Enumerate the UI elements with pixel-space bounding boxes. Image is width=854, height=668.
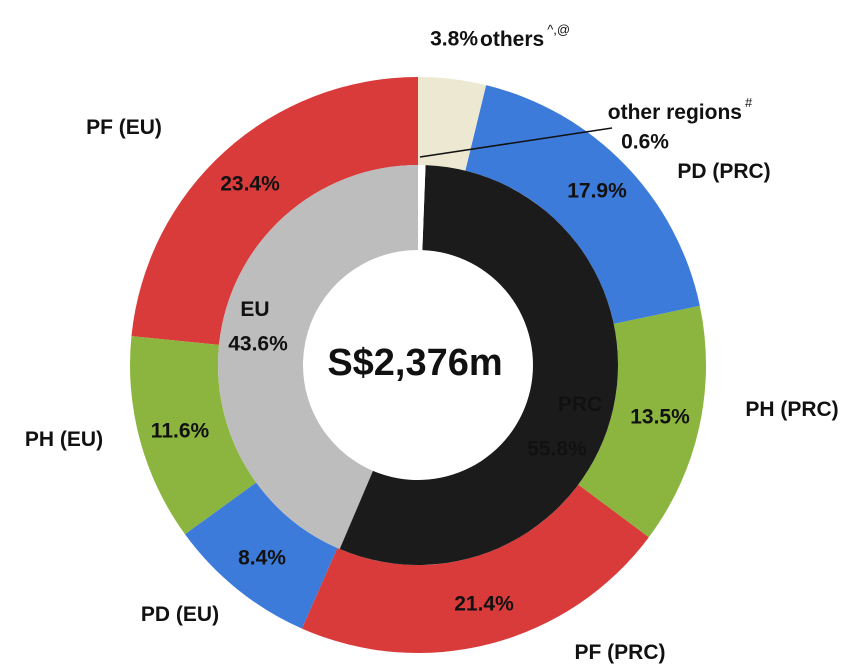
category-label: PD (EU) <box>141 603 219 626</box>
category-name: other regions <box>608 101 742 124</box>
category-name: PRC <box>558 393 602 416</box>
category-label: PF (PRC) <box>575 641 666 664</box>
category-note: # <box>745 95 753 110</box>
category-label: EU <box>240 298 269 321</box>
value-label: 13.5% <box>630 406 690 429</box>
category-label: PD (PRC) <box>677 160 770 183</box>
value-label: 11.6% <box>151 420 210 443</box>
category-name: PF (EU) <box>86 116 162 139</box>
value-label: 0.6% <box>621 131 669 154</box>
inner-segment <box>218 165 418 550</box>
outer-segment <box>185 482 338 629</box>
value-label: 23.4% <box>220 173 280 196</box>
value-label: 17.9% <box>567 180 627 203</box>
outer-segment <box>131 77 418 345</box>
category-name: PF (PRC) <box>575 641 666 664</box>
category-name: PH (EU) <box>25 428 103 451</box>
value-label: 8.4% <box>238 547 286 570</box>
category-label: PRC <box>558 393 602 416</box>
inner-segment <box>418 165 426 251</box>
category-name: EU <box>240 298 269 321</box>
outer-segment <box>301 484 649 653</box>
category-note: ^,@ <box>547 22 570 37</box>
category-label: PH (EU) <box>25 428 103 451</box>
category-name: PD (PRC) <box>677 160 770 183</box>
value-label: 3.8% <box>430 28 478 51</box>
category-name: others <box>480 28 544 51</box>
category-name: PD (EU) <box>141 603 219 626</box>
leader-line <box>419 127 613 158</box>
outer-segment <box>465 85 700 324</box>
category-label: others ^,@ <box>480 22 570 50</box>
category-name: PH (PRC) <box>745 398 838 421</box>
outer-segment <box>129 336 257 535</box>
inner-segment <box>339 165 618 565</box>
outer-segment <box>578 305 706 538</box>
value-label: 55.8% <box>527 438 587 461</box>
category-label: PF (EU) <box>86 116 162 139</box>
outer-segment <box>418 77 487 171</box>
value-label: 43.6% <box>228 333 288 356</box>
category-label: other regions # <box>608 95 753 123</box>
category-label: PH (PRC) <box>745 398 838 421</box>
center-label: S$2,376m <box>327 342 502 384</box>
value-label: 21.4% <box>454 593 514 616</box>
